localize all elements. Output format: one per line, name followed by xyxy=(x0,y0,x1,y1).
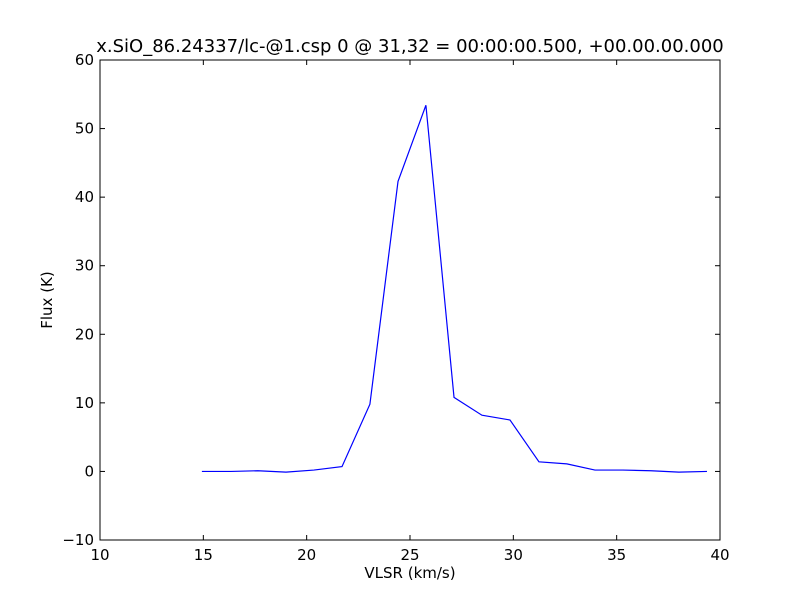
y-axis-label: Flux (K) xyxy=(38,271,56,329)
x-tick-label: 20 xyxy=(297,546,316,564)
x-tick-label: 15 xyxy=(194,546,213,564)
plot-frame xyxy=(99,59,721,541)
y-tick-label: 0 xyxy=(84,462,94,480)
y-tick-label: 50 xyxy=(75,120,94,138)
chart-title: x.SiO_86.24337/lc-@1.csp 0 @ 31,32 = 00:… xyxy=(96,36,724,57)
x-tick-label: 35 xyxy=(607,546,626,564)
y-tick-label: 20 xyxy=(75,325,94,343)
x-tick-label: 30 xyxy=(504,546,523,564)
y-tick-label: 10 xyxy=(75,394,94,412)
x-tick-label: 25 xyxy=(400,546,419,564)
x-tick-label: 40 xyxy=(710,546,729,564)
y-tick-label: 30 xyxy=(75,257,94,275)
x-tick-label: 10 xyxy=(90,546,109,564)
y-tick-label: 40 xyxy=(75,188,94,206)
y-tick-label: −10 xyxy=(62,531,94,549)
line-series xyxy=(201,105,707,473)
x-axis-label: VLSR (km/s) xyxy=(364,564,455,582)
y-tick-label: 60 xyxy=(75,51,94,69)
